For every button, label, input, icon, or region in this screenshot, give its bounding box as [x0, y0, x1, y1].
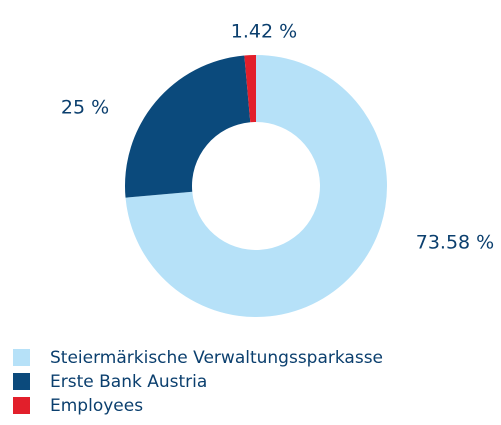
value-label: 73.58 %: [416, 232, 495, 254]
donut-slice: [244, 55, 256, 123]
legend-swatch: [13, 373, 30, 390]
value-label: 1.42 %: [231, 21, 297, 43]
legend-label: Employees: [50, 396, 143, 416]
legend-swatch: [13, 397, 30, 414]
donut-slice: [125, 55, 388, 318]
donut-slice: [125, 55, 251, 198]
legend-swatch: [13, 349, 30, 366]
legend-label: Erste Bank Austria: [50, 372, 207, 392]
legend-label: Steiermärkische Verwaltungssparkasse: [50, 348, 383, 368]
value-label: 25 %: [61, 97, 109, 119]
